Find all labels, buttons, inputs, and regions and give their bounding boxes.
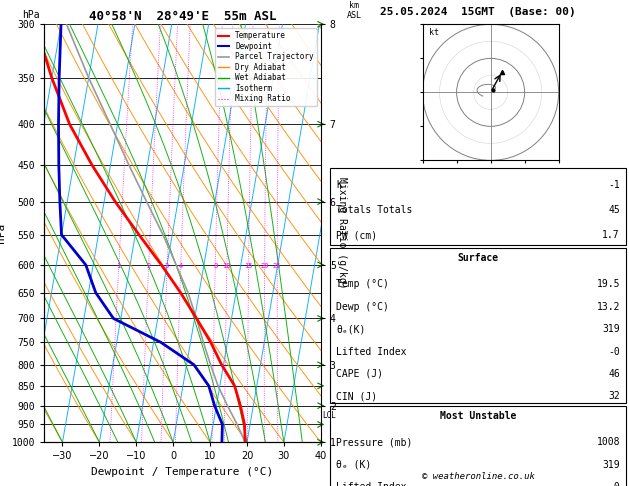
Text: 2: 2	[147, 263, 151, 269]
Text: 319: 319	[603, 324, 620, 334]
Text: CIN (J): CIN (J)	[336, 391, 377, 401]
Text: θₑ (K): θₑ (K)	[336, 460, 371, 470]
Text: Most Unstable: Most Unstable	[440, 411, 516, 421]
Text: Lifted Index: Lifted Index	[336, 482, 406, 486]
Text: 19.5: 19.5	[596, 279, 620, 290]
Text: 8: 8	[213, 263, 218, 269]
Text: Temp (°C): Temp (°C)	[336, 279, 389, 290]
Text: CAPE (J): CAPE (J)	[336, 369, 383, 379]
Text: 15: 15	[244, 263, 253, 269]
Text: Surface: Surface	[457, 253, 499, 263]
Y-axis label: Mixing Ratio (g/kg): Mixing Ratio (g/kg)	[337, 177, 347, 289]
Text: 32: 32	[608, 391, 620, 401]
Title: 40°58'N  28°49'E  55m ASL: 40°58'N 28°49'E 55m ASL	[89, 10, 276, 23]
Text: PW (cm): PW (cm)	[336, 230, 377, 241]
Text: hPa: hPa	[22, 10, 40, 20]
Text: -0: -0	[608, 347, 620, 357]
Text: Lifted Index: Lifted Index	[336, 347, 406, 357]
Text: 25.05.2024  15GMT  (Base: 00): 25.05.2024 15GMT (Base: 00)	[380, 7, 576, 17]
Text: θₑ(K): θₑ(K)	[336, 324, 365, 334]
Text: Totals Totals: Totals Totals	[336, 205, 413, 215]
Text: 1: 1	[116, 263, 121, 269]
Bar	[330, 248, 626, 403]
Y-axis label: hPa: hPa	[0, 223, 6, 243]
X-axis label: Dewpoint / Temperature (°C): Dewpoint / Temperature (°C)	[91, 467, 274, 477]
Bar	[330, 168, 626, 245]
Text: km
ASL: km ASL	[347, 0, 362, 20]
Text: 25: 25	[273, 263, 281, 269]
Text: 13.2: 13.2	[596, 302, 620, 312]
Text: 45: 45	[608, 205, 620, 215]
Text: 1008: 1008	[596, 437, 620, 448]
Text: 46: 46	[608, 369, 620, 379]
Text: K: K	[336, 180, 342, 190]
Text: LCL: LCL	[323, 411, 337, 420]
Text: 3: 3	[165, 263, 169, 269]
Text: -0: -0	[608, 482, 620, 486]
Text: Pressure (mb): Pressure (mb)	[336, 437, 413, 448]
Legend: Temperature, Dewpoint, Parcel Trajectory, Dry Adiabat, Wet Adiabat, Isotherm, Mi: Temperature, Dewpoint, Parcel Trajectory…	[214, 28, 317, 106]
Text: 4: 4	[179, 263, 183, 269]
Text: -1: -1	[608, 180, 620, 190]
Text: Dewp (°C): Dewp (°C)	[336, 302, 389, 312]
Text: © weatheronline.co.uk: © weatheronline.co.uk	[421, 472, 535, 481]
Text: 20: 20	[260, 263, 269, 269]
Text: 10: 10	[223, 263, 231, 269]
Text: kt: kt	[430, 28, 440, 36]
Bar	[330, 406, 626, 486]
Text: 319: 319	[603, 460, 620, 470]
Text: 1.7: 1.7	[603, 230, 620, 241]
